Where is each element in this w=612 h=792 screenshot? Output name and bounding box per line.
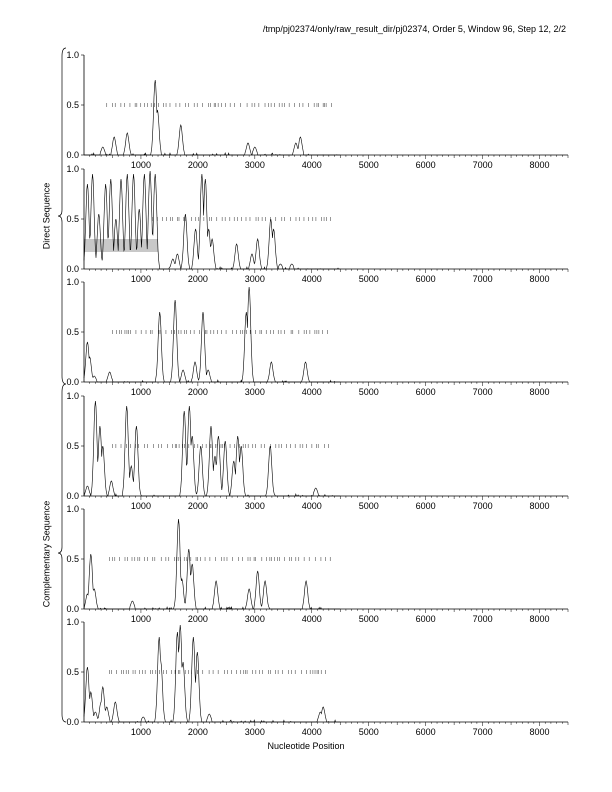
y-tick-label: 0.5 xyxy=(66,327,79,337)
x-tick-label: 2000 xyxy=(188,160,208,170)
y-tick-label: 1.0 xyxy=(66,50,79,60)
x-tick-label: 1000 xyxy=(131,387,151,397)
x-tick-label: 5000 xyxy=(359,614,379,624)
x-tick-label: 6000 xyxy=(416,274,436,284)
x-tick-label: 8000 xyxy=(530,501,550,511)
panel-5: 1000 2000 3000 4000 5000 6000 7000 8000 0.0 0.5 1.… xyxy=(66,504,569,624)
panel-3: 1000 2000 3000 4000 5000 6000 7000 8000 0.0 0.5 1.… xyxy=(66,277,569,397)
x-tick-label: 8000 xyxy=(530,387,550,397)
brace-direct xyxy=(57,47,67,385)
x-tick-label: 5000 xyxy=(359,501,379,511)
x-tick-label: 8000 xyxy=(530,614,550,624)
y-tick-label: 1.0 xyxy=(66,391,79,401)
x-tick-label: 6000 xyxy=(416,614,436,624)
x-tick-label: 8000 xyxy=(530,274,550,284)
x-tick-label: 1000 xyxy=(131,614,151,624)
x-tick-label: 7000 xyxy=(473,160,493,170)
panel-4: 1000 2000 3000 4000 5000 6000 7000 8000 0.0 0.5 1.… xyxy=(66,391,569,511)
brace-complementary xyxy=(57,383,67,723)
panel-6: 1000 2000 3000 4000 5000 6000 7000 8000 0.0 0.5 1.… xyxy=(66,617,569,737)
x-tick-label: 4000 xyxy=(302,614,322,624)
x-tick-label: 2000 xyxy=(188,274,208,284)
x-tick-label: 7000 xyxy=(473,727,493,737)
y-tick-label: 0.5 xyxy=(66,554,79,564)
x-tick-label: 2000 xyxy=(188,727,208,737)
x-tick-label: 6000 xyxy=(416,387,436,397)
signal-series xyxy=(84,79,341,156)
x-tick-label: 6000 xyxy=(416,501,436,511)
x-tick-label: 5000 xyxy=(359,387,379,397)
x-tick-label: 4000 xyxy=(302,387,322,397)
signal-series xyxy=(83,286,341,383)
y-tick-label: 0.5 xyxy=(66,441,79,451)
x-tick-label: 4000 xyxy=(302,160,322,170)
x-tick-label: 5000 xyxy=(359,160,379,170)
x-tick-label: 1000 xyxy=(131,160,151,170)
x-tick-label: 1000 xyxy=(131,501,151,511)
signal-series xyxy=(83,624,341,723)
y-tick-label: 0.0 xyxy=(66,717,79,727)
x-tick-label: 8000 xyxy=(530,727,550,737)
x-tick-label: 5000 xyxy=(359,727,379,737)
y-tick-label: 0.5 xyxy=(66,667,79,677)
shaded-region xyxy=(84,239,159,252)
x-tick-label: 7000 xyxy=(473,614,493,624)
x-tick-label: 1000 xyxy=(131,727,151,737)
y-tick-label: 0.5 xyxy=(66,100,79,110)
y-tick-label: 0.0 xyxy=(66,377,79,387)
x-tick-label: 2000 xyxy=(188,387,208,397)
x-tick-label: 4000 xyxy=(302,501,322,511)
x-tick-label: 3000 xyxy=(245,614,265,624)
x-tick-label: 3000 xyxy=(245,501,265,511)
x-tick-label: 7000 xyxy=(473,387,493,397)
x-axis-title: Nucleotide Position xyxy=(267,741,345,751)
x-tick-label: 2000 xyxy=(188,501,208,511)
x-tick-label: 3000 xyxy=(245,160,265,170)
x-tick-label: 7000 xyxy=(473,501,493,511)
signal-series xyxy=(83,518,341,610)
x-tick-label: 1000 xyxy=(131,274,151,284)
x-tick-label: 6000 xyxy=(416,160,436,170)
y-tick-label: 1.0 xyxy=(66,164,79,174)
x-tick-label: 3000 xyxy=(245,274,265,284)
x-tick-label: 4000 xyxy=(302,274,322,284)
signal-series xyxy=(83,400,341,497)
y-tick-label: 0.0 xyxy=(66,264,79,274)
x-tick-label: 3000 xyxy=(245,727,265,737)
y-tick-label: 1.0 xyxy=(66,504,79,514)
y-tick-label: 0.0 xyxy=(66,150,79,160)
x-tick-label: 5000 xyxy=(359,274,379,284)
panel-2: 1000 2000 3000 4000 5000 6000 7000 8000 0.0 0.5 1.… xyxy=(66,164,569,284)
y-tick-label: 0.0 xyxy=(66,491,79,501)
x-tick-label: 4000 xyxy=(302,727,322,737)
x-tick-label: 7000 xyxy=(473,274,493,284)
figure-header: /tmp/pj02374/only/raw_result_dir/pj02374… xyxy=(262,24,566,34)
y-tick-label: 1.0 xyxy=(66,277,79,287)
y-tick-label: 0.5 xyxy=(66,214,79,224)
x-tick-label: 3000 xyxy=(245,387,265,397)
signal-series xyxy=(83,170,341,270)
x-tick-label: 8000 xyxy=(530,160,550,170)
x-tick-label: 6000 xyxy=(416,727,436,737)
panel-1: 1000 2000 3000 4000 5000 6000 7000 8000 0.0 0.5 1.… xyxy=(66,50,569,170)
y-tick-label: 1.0 xyxy=(66,617,79,627)
y-tick-label: 0.0 xyxy=(66,604,79,614)
x-tick-label: 2000 xyxy=(188,614,208,624)
